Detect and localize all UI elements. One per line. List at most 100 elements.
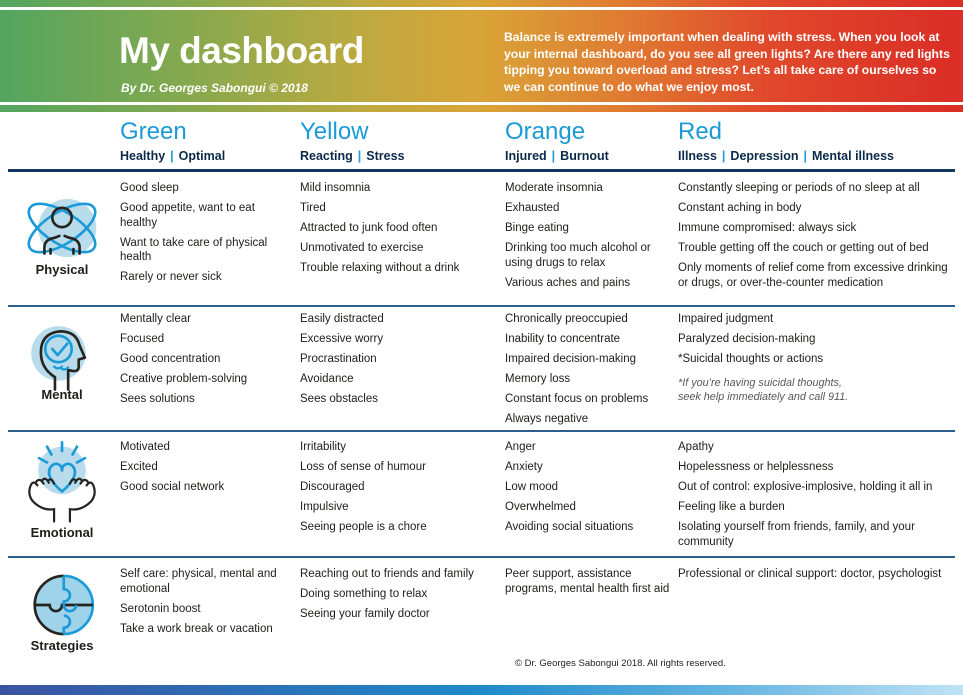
- cell-item: Hopelessness or helplessness: [678, 461, 834, 473]
- mental-icon: [18, 312, 106, 400]
- cell-emotional-yellow: Irritability Loss of sense of humour Disco…: [300, 440, 490, 540]
- cell-item: Good concentration: [120, 353, 221, 365]
- subtitle-word: Optimal: [178, 149, 226, 163]
- cell-item: Anxiety: [505, 461, 543, 473]
- cell-emotional-red: Apathy Hopelessness or helplessness Out of…: [678, 440, 958, 555]
- cell-item: Always negative: [505, 413, 589, 425]
- column-subtitle-red: Illness | Depression | Mental illness: [678, 149, 958, 163]
- subtitle-word: Burnout: [560, 149, 609, 163]
- cell-mental-red: Impaired judgment Paralyzed decision-maki…: [678, 312, 958, 404]
- cell-item: Constant focus on problems: [505, 393, 649, 405]
- cell-item: Anger: [505, 441, 536, 453]
- emotional-icon: [18, 437, 106, 525]
- cell-item: Exhausted: [505, 202, 560, 214]
- column-header-orange: Orange Injured | Burnout: [505, 118, 673, 163]
- cell-physical-orange: Moderate insomnia Exhausted Binge eating Dr…: [505, 181, 673, 296]
- cell-item: Good social network: [120, 481, 225, 493]
- cell-strategies-orange: Peer support, assistance programs, menta…: [505, 567, 673, 602]
- top-gradient-strip: [0, 0, 963, 7]
- column-title-green: Green: [120, 118, 187, 145]
- intro-paragraph: Balance is extremely important when deal…: [504, 30, 950, 94]
- suicide-help-note: *If you’re having suicidal thoughts, see…: [678, 376, 849, 403]
- cell-item: Low mood: [505, 481, 559, 493]
- cell-item: Take a work break or vacation: [120, 622, 273, 635]
- cell-item: Only moments of relief come from excessi…: [678, 262, 948, 289]
- cell-mental-orange: Chronically preoccupied Inability to conc…: [505, 312, 673, 432]
- cell-item: Serotonin boost: [120, 602, 201, 615]
- cell-item: Tired: [300, 202, 326, 214]
- cell-item: Attracted to junk food often: [300, 222, 438, 234]
- column-header-green: Green Healthy | Optimal: [120, 118, 292, 163]
- cell-item: Mentally clear: [120, 313, 191, 325]
- cell-item: Out of control: explosive-implosive, hol…: [678, 481, 933, 493]
- cell-item: Inability to concentrate: [505, 333, 621, 345]
- cell-item: Easily distracted: [300, 313, 384, 325]
- cell-item: Creative problem-solving: [120, 373, 248, 385]
- bottom-gradient-bar: [0, 685, 963, 695]
- cell-item: Overwhelmed: [505, 501, 576, 513]
- cell-item: Constantly sleeping or periods of no sle…: [678, 182, 920, 194]
- header-band: My dashboard By Dr. Georges Sabongui © 2…: [0, 10, 963, 102]
- cell-item: Seeing people is a chore: [300, 521, 427, 533]
- subtitle-word: Illness: [678, 149, 717, 163]
- cell-item: Drinking too much alcohol or using drugs…: [505, 242, 651, 269]
- cell-item: Impaired decision-making: [505, 353, 637, 365]
- cell-item: *Suicidal thoughts or actions: [678, 353, 824, 365]
- cell-item: Procrastination: [300, 353, 377, 365]
- cell-item: Chronically preoccupied: [505, 313, 628, 325]
- cell-item: Focused: [120, 333, 165, 345]
- cell-item: Immune compromised: always sick: [678, 222, 857, 234]
- cell-item: Irritability: [300, 441, 347, 453]
- row-divider: [8, 556, 955, 558]
- cell-item: Peer support, assistance programs, menta…: [505, 568, 670, 595]
- subtitle-word: Stress: [366, 149, 405, 163]
- cell-mental-yellow: Easily distracted Excessive worry Procrast…: [300, 312, 490, 412]
- cell-item: Unmotivated to exercise: [300, 242, 424, 254]
- cell-item: Impulsive: [300, 501, 349, 513]
- cell-item: Sees solutions: [120, 393, 195, 405]
- cell-item: Avoiding social situations: [505, 521, 634, 533]
- column-title-orange: Orange: [505, 118, 586, 145]
- cell-item: Apathy: [678, 441, 714, 453]
- row-divider: [8, 430, 955, 432]
- cell-item: Good appetite, want to eat healthy: [120, 202, 255, 229]
- subtitle-word: Reacting: [300, 149, 353, 163]
- cell-emotional-orange: Anger Anxiety Low mood Overwhelmed Avoiding …: [505, 440, 673, 540]
- cell-item: Professional or clinical support: doctor…: [678, 568, 942, 580]
- column-title-yellow: Yellow: [300, 118, 369, 145]
- physical-icon: [18, 184, 106, 272]
- subtitle-word: Healthy: [120, 149, 166, 163]
- pipe-separator: |: [170, 149, 174, 163]
- column-header-yellow: Yellow Reacting | Stress: [300, 118, 490, 163]
- cell-item: Discouraged: [300, 481, 365, 493]
- cell-physical-green: Good sleep Good appetite, want to eat hea…: [120, 181, 292, 290]
- header-divider: [8, 169, 955, 172]
- cell-item: Seeing your family doctor: [300, 608, 430, 620]
- cell-item: Isolating yourself from friends, family,…: [678, 521, 915, 548]
- column-header-red: Red Illness | Depression | Mental illness: [678, 118, 958, 163]
- pipe-separator: |: [721, 149, 726, 163]
- column-title-red: Red: [678, 118, 723, 145]
- cell-item: Impaired judgment: [678, 313, 774, 325]
- cell-item: Paralyzed decision-making: [678, 333, 816, 345]
- cell-physical-yellow: Mild insomnia Tired Attracted to junk food…: [300, 181, 490, 281]
- cell-item: Constant aching in body: [678, 202, 802, 214]
- pipe-separator: |: [357, 149, 362, 163]
- row-label-emotional: Emotional: [30, 525, 94, 540]
- pipe-separator: |: [551, 149, 556, 163]
- cell-item: Memory loss: [505, 373, 571, 385]
- cell-item: Reaching out to friends and family: [300, 568, 474, 580]
- strategies-icon: [18, 561, 106, 649]
- cell-item: Rarely or never sick: [120, 271, 222, 283]
- cell-item: Binge eating: [505, 222, 569, 234]
- page-title: My dashboard: [119, 30, 364, 71]
- cell-item: Good sleep: [120, 182, 179, 194]
- cell-item: Excessive worry: [300, 333, 384, 345]
- copyright-footer: © Dr. Georges Sabongui 2018. All rights …: [515, 658, 726, 669]
- pipe-separator: |: [803, 149, 808, 163]
- row-label-mental: Mental: [41, 387, 83, 402]
- subtitle-word: Mental illness: [812, 149, 894, 163]
- cell-item: Mild insomnia: [300, 182, 371, 194]
- cell-physical-red: Constantly sleeping or periods of no sle…: [678, 181, 958, 296]
- cell-item: Avoidance: [300, 373, 354, 385]
